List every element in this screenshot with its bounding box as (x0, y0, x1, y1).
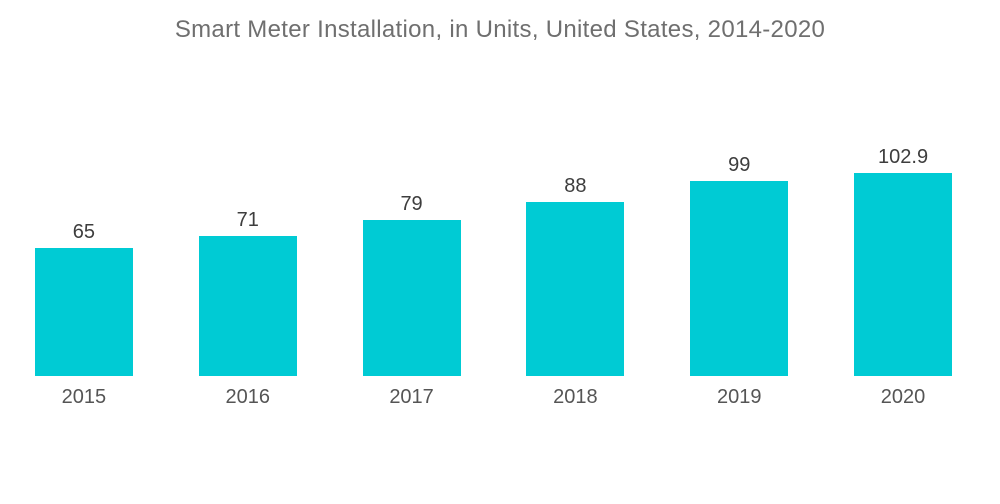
bar-2018 (526, 202, 625, 376)
bar-value-label: 102.9 (878, 146, 929, 168)
x-axis-label-2019: 2019 (716, 386, 762, 408)
bar-chart-plot-area: 65 2015 71 2016 79 2017 88 2018 99 2019 102.9 2020 (2, 0, 985, 410)
bar-2020 (854, 173, 953, 376)
x-axis-label-2018: 2018 (553, 386, 598, 408)
x-axis-label-2015: 2015 (61, 386, 107, 408)
bar-value-label: 71 (236, 209, 259, 231)
bar-2015 (34, 248, 133, 376)
bar-2017 (362, 220, 461, 376)
chart-title: Smart Meter Installation, in Units, Unit… (174, 16, 826, 43)
bar-value-label: 88 (564, 175, 587, 197)
bar-group-2015: 65 2015 (2, 222, 166, 410)
bar-group-2019: 99 2019 (657, 155, 821, 410)
bar-group-2017: 79 2017 (330, 194, 494, 410)
bar-value-label: 65 (72, 221, 96, 243)
bar-2019 (690, 181, 789, 376)
x-axis-label-2020: 2020 (880, 386, 926, 408)
x-axis-label-2017: 2017 (389, 386, 434, 408)
bar-group-2018: 88 2018 (493, 176, 657, 410)
bar-value-label: 99 (728, 154, 751, 176)
bar-group-2016: 71 2016 (166, 210, 330, 410)
bar-2016 (198, 236, 297, 376)
bar-group-2020: 102.9 2020 (821, 147, 985, 410)
bar-value-label: 79 (400, 193, 423, 215)
x-axis-label-2016: 2016 (225, 386, 270, 408)
